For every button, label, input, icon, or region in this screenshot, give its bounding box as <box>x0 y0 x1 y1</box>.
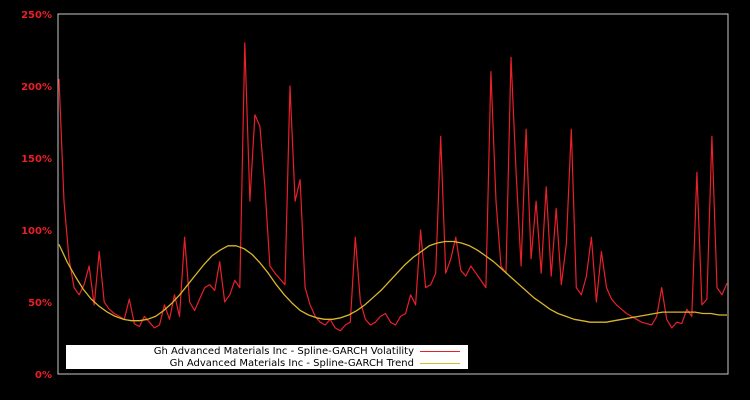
y-tick-label: 0% <box>35 370 52 381</box>
y-tick-label: 250% <box>21 10 52 21</box>
y-tick-label: 150% <box>21 154 52 165</box>
y-tick-label: 200% <box>21 82 52 93</box>
legend-swatch-volatility <box>420 350 460 352</box>
legend-label-volatility: Gh Advanced Materials Inc - Spline-GARCH… <box>153 345 414 357</box>
volatility-series-line <box>58 42 728 332</box>
y-axis-ticks: 0% 50% 100% 150% 200% 250% <box>21 10 52 381</box>
trend-series-line <box>58 240 727 323</box>
y-tick-label: 100% <box>21 226 52 237</box>
plot-frame <box>57 13 729 375</box>
legend-label-trend: Gh Advanced Materials Inc - Spline-GARCH… <box>169 357 414 369</box>
y-tick-label: 50% <box>28 298 52 309</box>
chart-legend: Gh Advanced Materials Inc - Spline-GARCH… <box>66 345 468 369</box>
legend-item-volatility: Gh Advanced Materials Inc - Spline-GARCH… <box>154 345 460 357</box>
legend-swatch-trend <box>420 362 460 364</box>
legend-item-trend: Gh Advanced Materials Inc - Spline-GARCH… <box>170 357 460 369</box>
